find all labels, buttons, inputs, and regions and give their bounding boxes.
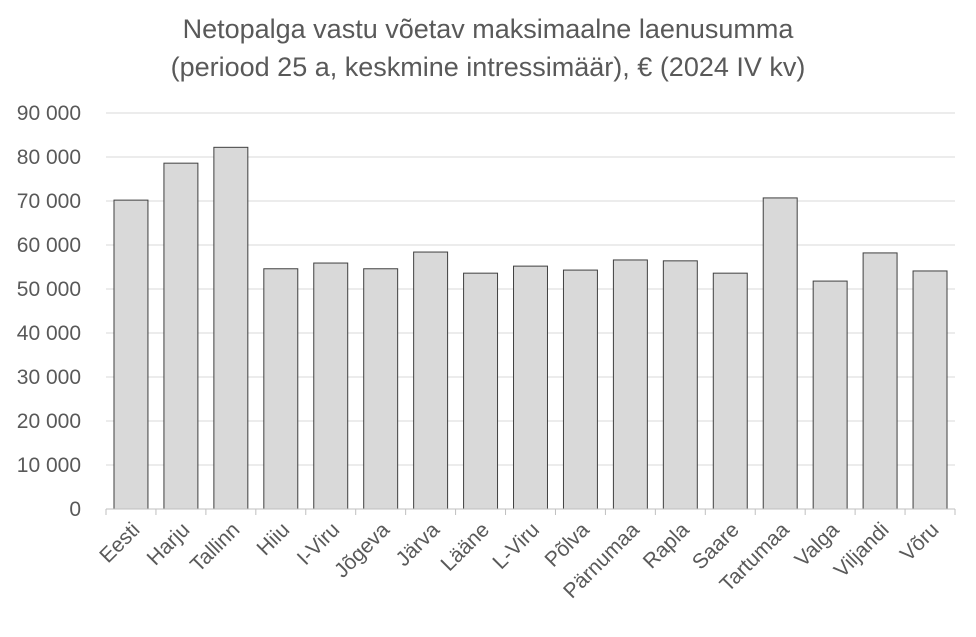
- y-tick-label: 10 000: [17, 454, 81, 477]
- x-tick-label: Hiiu: [252, 518, 294, 560]
- bar: [513, 265, 548, 510]
- x-tick-label: Võru: [896, 518, 944, 566]
- y-tick-label: 40 000: [17, 322, 81, 345]
- y-tick-label: 80 000: [17, 146, 81, 169]
- x-tick-label: Jõgeva: [330, 518, 394, 582]
- x-tick-label: L-Viru: [488, 518, 544, 574]
- x-tick-label: Rapla: [639, 518, 694, 573]
- x-tick-label: Tallinn: [186, 518, 244, 576]
- bar: [463, 272, 499, 510]
- bar: [562, 269, 598, 510]
- bar: [712, 272, 748, 510]
- bar: [812, 280, 848, 510]
- y-tick-label: 90 000: [17, 102, 81, 125]
- chart-title-line-2: (periood 25 a, keskmine intressimäär), €…: [170, 52, 806, 82]
- bar: [363, 268, 399, 510]
- y-tick-label: 60 000: [17, 234, 81, 257]
- bar: [263, 268, 299, 510]
- bar: [113, 199, 149, 510]
- y-tick-label: 30 000: [17, 366, 81, 389]
- x-tick-label: Eesti: [95, 518, 144, 567]
- x-tick-label: Lääne: [437, 518, 495, 576]
- x-tick-label: Viljandi: [830, 518, 894, 582]
- y-tick-label: 50 000: [17, 278, 81, 301]
- bar: [612, 259, 648, 510]
- y-tick-label: 70 000: [17, 190, 81, 213]
- bar: [313, 262, 349, 510]
- bar: [413, 251, 449, 510]
- chart-title: Netopalga vastu võetav maksimaalne laenu…: [0, 10, 976, 86]
- bar: [662, 260, 698, 510]
- bar: [762, 197, 798, 510]
- bar: [213, 146, 249, 510]
- bar: [912, 270, 948, 510]
- chart-title-line-1: Netopalga vastu võetav maksimaalne laenu…: [182, 14, 794, 44]
- y-tick-label: 0: [69, 498, 81, 521]
- x-tick-label: Järva: [392, 518, 445, 571]
- bar: [862, 252, 898, 510]
- bar: [163, 162, 199, 510]
- y-tick-label: 20 000: [17, 410, 81, 433]
